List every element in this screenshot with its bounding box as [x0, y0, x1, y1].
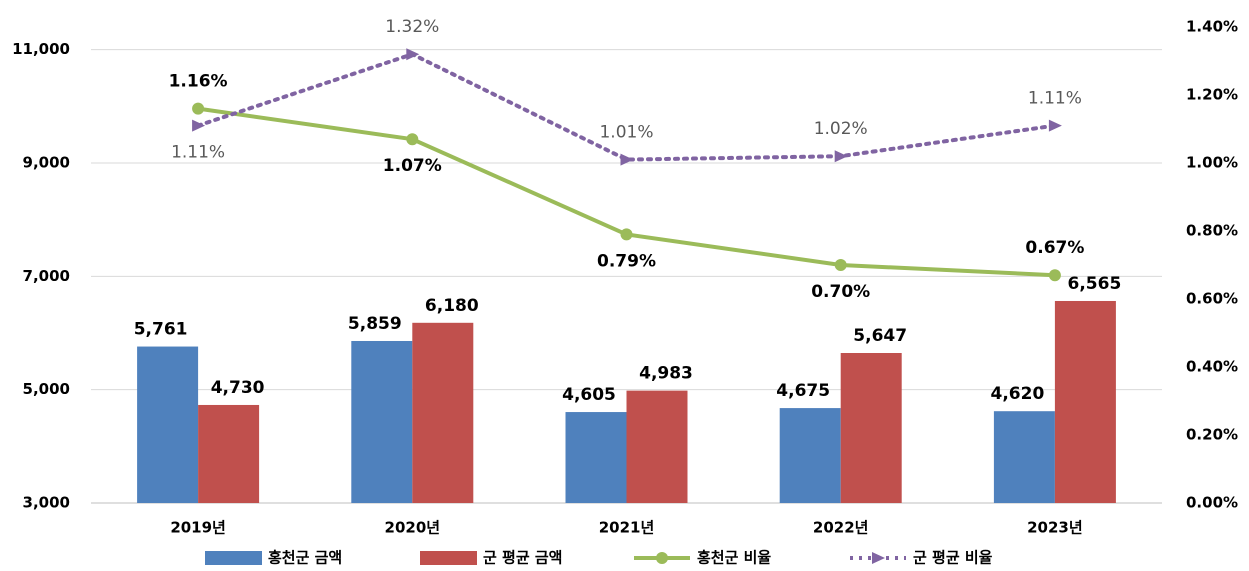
legend-label: 홍천군 금액 [268, 549, 342, 567]
line-marker [620, 153, 634, 166]
y-tick-label: 7,000 [23, 267, 70, 285]
line-marker [620, 228, 633, 241]
line-marker [192, 102, 205, 115]
line-marker [192, 119, 206, 132]
y-tick-label: 5,000 [23, 380, 70, 398]
x-tick-label: 2022년 [813, 519, 869, 537]
legend-swatch [205, 551, 262, 565]
bar-label: 5,647 [853, 326, 907, 346]
y2-tick-label: 0.60% [1186, 290, 1238, 308]
line [196, 52, 1057, 162]
line-marker [1048, 269, 1061, 282]
y-tick-label: 3,000 [23, 494, 70, 512]
x-tick-label: 2019년 [170, 519, 226, 537]
line-marker [406, 48, 420, 61]
line-label: 1.32% [385, 17, 439, 37]
bar-label: 5,859 [348, 314, 402, 334]
bar [565, 412, 627, 503]
y2-tick-label: 0.20% [1186, 426, 1238, 444]
y2-tick-label: 0.80% [1186, 222, 1238, 240]
y2-tick-label: 0.00% [1186, 494, 1238, 512]
line-label: 1.11% [1028, 89, 1082, 109]
y2-tick-label: 1.40% [1186, 18, 1238, 36]
bar [626, 390, 688, 503]
legend-marker [656, 552, 668, 564]
line-label: 0.70% [811, 282, 870, 302]
line-marker [834, 259, 847, 271]
bar [137, 346, 199, 503]
legend-marker [872, 552, 885, 564]
bar-label: 6,180 [425, 296, 479, 316]
line-marker [1048, 119, 1062, 132]
bar-label: 4,730 [211, 378, 265, 398]
bar [840, 353, 902, 503]
line-marker [834, 150, 848, 163]
bar [779, 408, 841, 503]
y-tick-label: 9,000 [23, 154, 70, 172]
x-tick-label: 2020년 [385, 519, 441, 537]
bar [351, 340, 413, 503]
legend-swatch [420, 551, 477, 565]
bar [412, 322, 474, 503]
bar-label: 6,565 [1068, 274, 1122, 294]
legend-label: 군 평균 비율 [913, 549, 993, 567]
bar-label: 5,761 [134, 320, 188, 340]
bar [1054, 300, 1116, 503]
bar-label: 4,983 [639, 364, 693, 384]
bar [198, 404, 260, 503]
bar [993, 411, 1055, 503]
x-tick-label: 2023년 [1027, 519, 1083, 537]
x-tick-label: 2021년 [599, 519, 655, 537]
line-label: 0.79% [597, 251, 656, 271]
legend-label: 홍천군 비율 [697, 549, 771, 567]
legend-label: 군 평균 금액 [483, 549, 562, 567]
line-label: 0.67% [1025, 238, 1084, 258]
line-marker [406, 133, 419, 146]
bar-label: 4,620 [991, 384, 1045, 404]
y-tick-label: 11,000 [12, 40, 70, 58]
y2-tick-label: 1.00% [1186, 154, 1238, 172]
line-label: 1.01% [599, 123, 653, 143]
bar-label: 4,675 [776, 381, 830, 401]
line-label: 1.02% [814, 119, 868, 139]
y2-tick-label: 0.40% [1186, 358, 1238, 376]
line-label: 1.16% [169, 72, 228, 92]
y2-tick-label: 1.20% [1186, 86, 1238, 104]
line-label: 1.11% [171, 143, 225, 163]
line-label: 1.07% [383, 156, 442, 176]
bar-label: 4,605 [562, 385, 616, 405]
